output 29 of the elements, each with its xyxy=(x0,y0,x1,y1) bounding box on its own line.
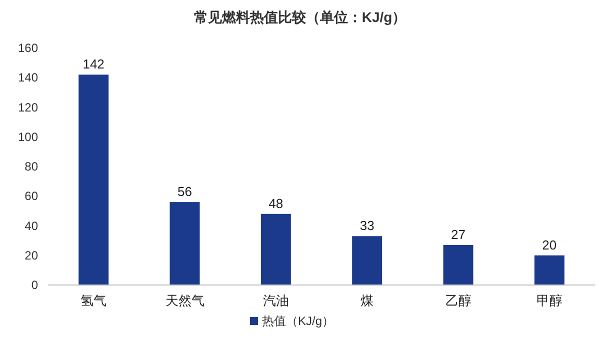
y-tick-label: 80 xyxy=(24,160,38,174)
chart-title: 常见燃料热值比较（单位：KJ/g） xyxy=(194,9,406,25)
y-tick-label: 160 xyxy=(18,41,38,55)
y-tick-label: 120 xyxy=(18,100,38,114)
y-tick-label: 0 xyxy=(31,278,38,292)
bar xyxy=(352,236,382,285)
y-tick-label: 100 xyxy=(18,130,38,144)
y-tick-label: 140 xyxy=(18,70,38,85)
data-label: 20 xyxy=(542,237,557,252)
bar xyxy=(534,255,564,285)
x-tick-label: 汽油 xyxy=(262,293,289,308)
data-label: 33 xyxy=(360,218,374,234)
legend-label: 热值（KJ/g） xyxy=(262,314,334,328)
y-tick-label: 40 xyxy=(24,218,38,233)
data-label: 142 xyxy=(82,56,104,72)
y-tick-label: 60 xyxy=(24,189,38,204)
x-tick-label: 氢气 xyxy=(80,293,107,308)
x-tick-label: 天然气 xyxy=(165,293,204,308)
y-tick-label: 20 xyxy=(24,248,38,262)
bar xyxy=(170,202,200,285)
x-tick-label: 煤 xyxy=(360,293,374,308)
bar xyxy=(78,74,109,285)
bar xyxy=(260,214,291,285)
data-label: 56 xyxy=(178,184,192,200)
data-label: 27 xyxy=(451,227,466,242)
x-tick-label: 甲醇 xyxy=(536,293,562,308)
bar xyxy=(443,245,474,285)
x-tick-label: 乙醇 xyxy=(445,293,472,308)
data-label: 48 xyxy=(268,196,284,211)
